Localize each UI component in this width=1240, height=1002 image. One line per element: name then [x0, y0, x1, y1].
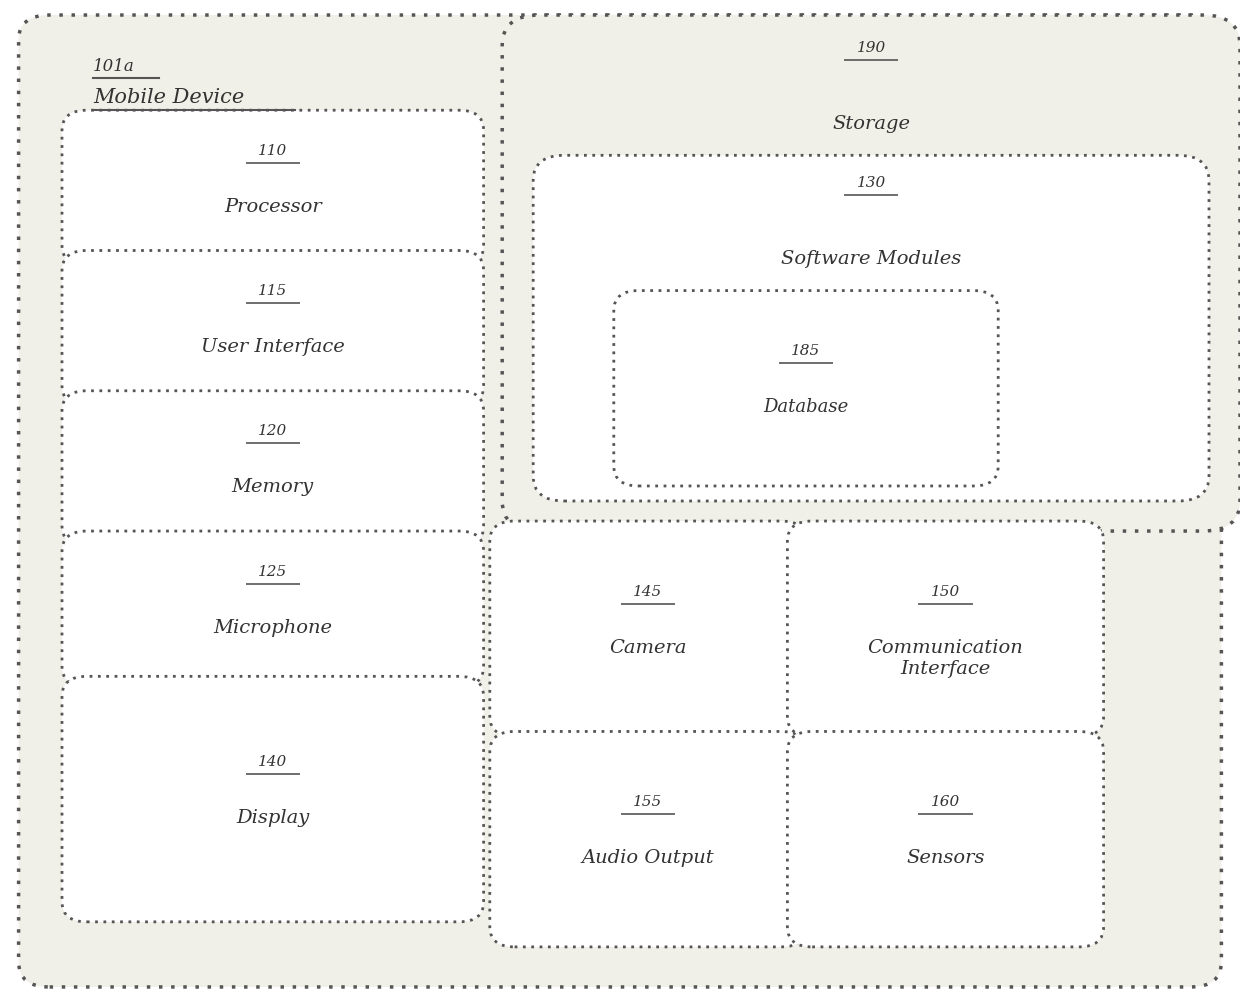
Text: 120: 120	[258, 425, 288, 439]
FancyBboxPatch shape	[62, 110, 484, 266]
Text: 130: 130	[857, 176, 885, 190]
FancyBboxPatch shape	[62, 250, 484, 406]
Text: 110: 110	[258, 144, 288, 157]
FancyBboxPatch shape	[614, 291, 998, 486]
Text: 160: 160	[931, 796, 960, 810]
Text: Microphone: Microphone	[213, 619, 332, 636]
Text: Processor: Processor	[224, 198, 321, 215]
Text: Mobile Device: Mobile Device	[93, 88, 244, 107]
Text: Sensors: Sensors	[906, 850, 985, 867]
FancyBboxPatch shape	[490, 731, 806, 947]
Text: 125: 125	[258, 565, 288, 579]
Text: 140: 140	[258, 756, 288, 770]
Text: 155: 155	[634, 796, 662, 810]
FancyBboxPatch shape	[502, 15, 1240, 531]
Text: Display: Display	[236, 810, 310, 827]
Text: 101a: 101a	[93, 58, 135, 75]
Text: 115: 115	[258, 285, 288, 299]
Text: Database: Database	[764, 398, 848, 416]
Text: Storage: Storage	[832, 115, 910, 133]
FancyBboxPatch shape	[62, 531, 484, 686]
Text: Software Modules: Software Modules	[781, 250, 961, 269]
Text: Memory: Memory	[232, 479, 314, 496]
Text: Communication
Interface: Communication Interface	[868, 639, 1023, 677]
Text: 190: 190	[857, 41, 885, 55]
Text: 145: 145	[634, 585, 662, 599]
FancyBboxPatch shape	[62, 676, 484, 922]
Text: 185: 185	[791, 345, 821, 358]
FancyBboxPatch shape	[19, 15, 1221, 987]
Text: Camera: Camera	[609, 639, 687, 656]
FancyBboxPatch shape	[490, 521, 806, 736]
Text: 150: 150	[931, 585, 960, 599]
Text: Audio Output: Audio Output	[582, 850, 714, 867]
FancyBboxPatch shape	[62, 391, 484, 546]
FancyBboxPatch shape	[787, 521, 1104, 736]
Text: User Interface: User Interface	[201, 339, 345, 356]
FancyBboxPatch shape	[787, 731, 1104, 947]
FancyBboxPatch shape	[533, 155, 1209, 501]
